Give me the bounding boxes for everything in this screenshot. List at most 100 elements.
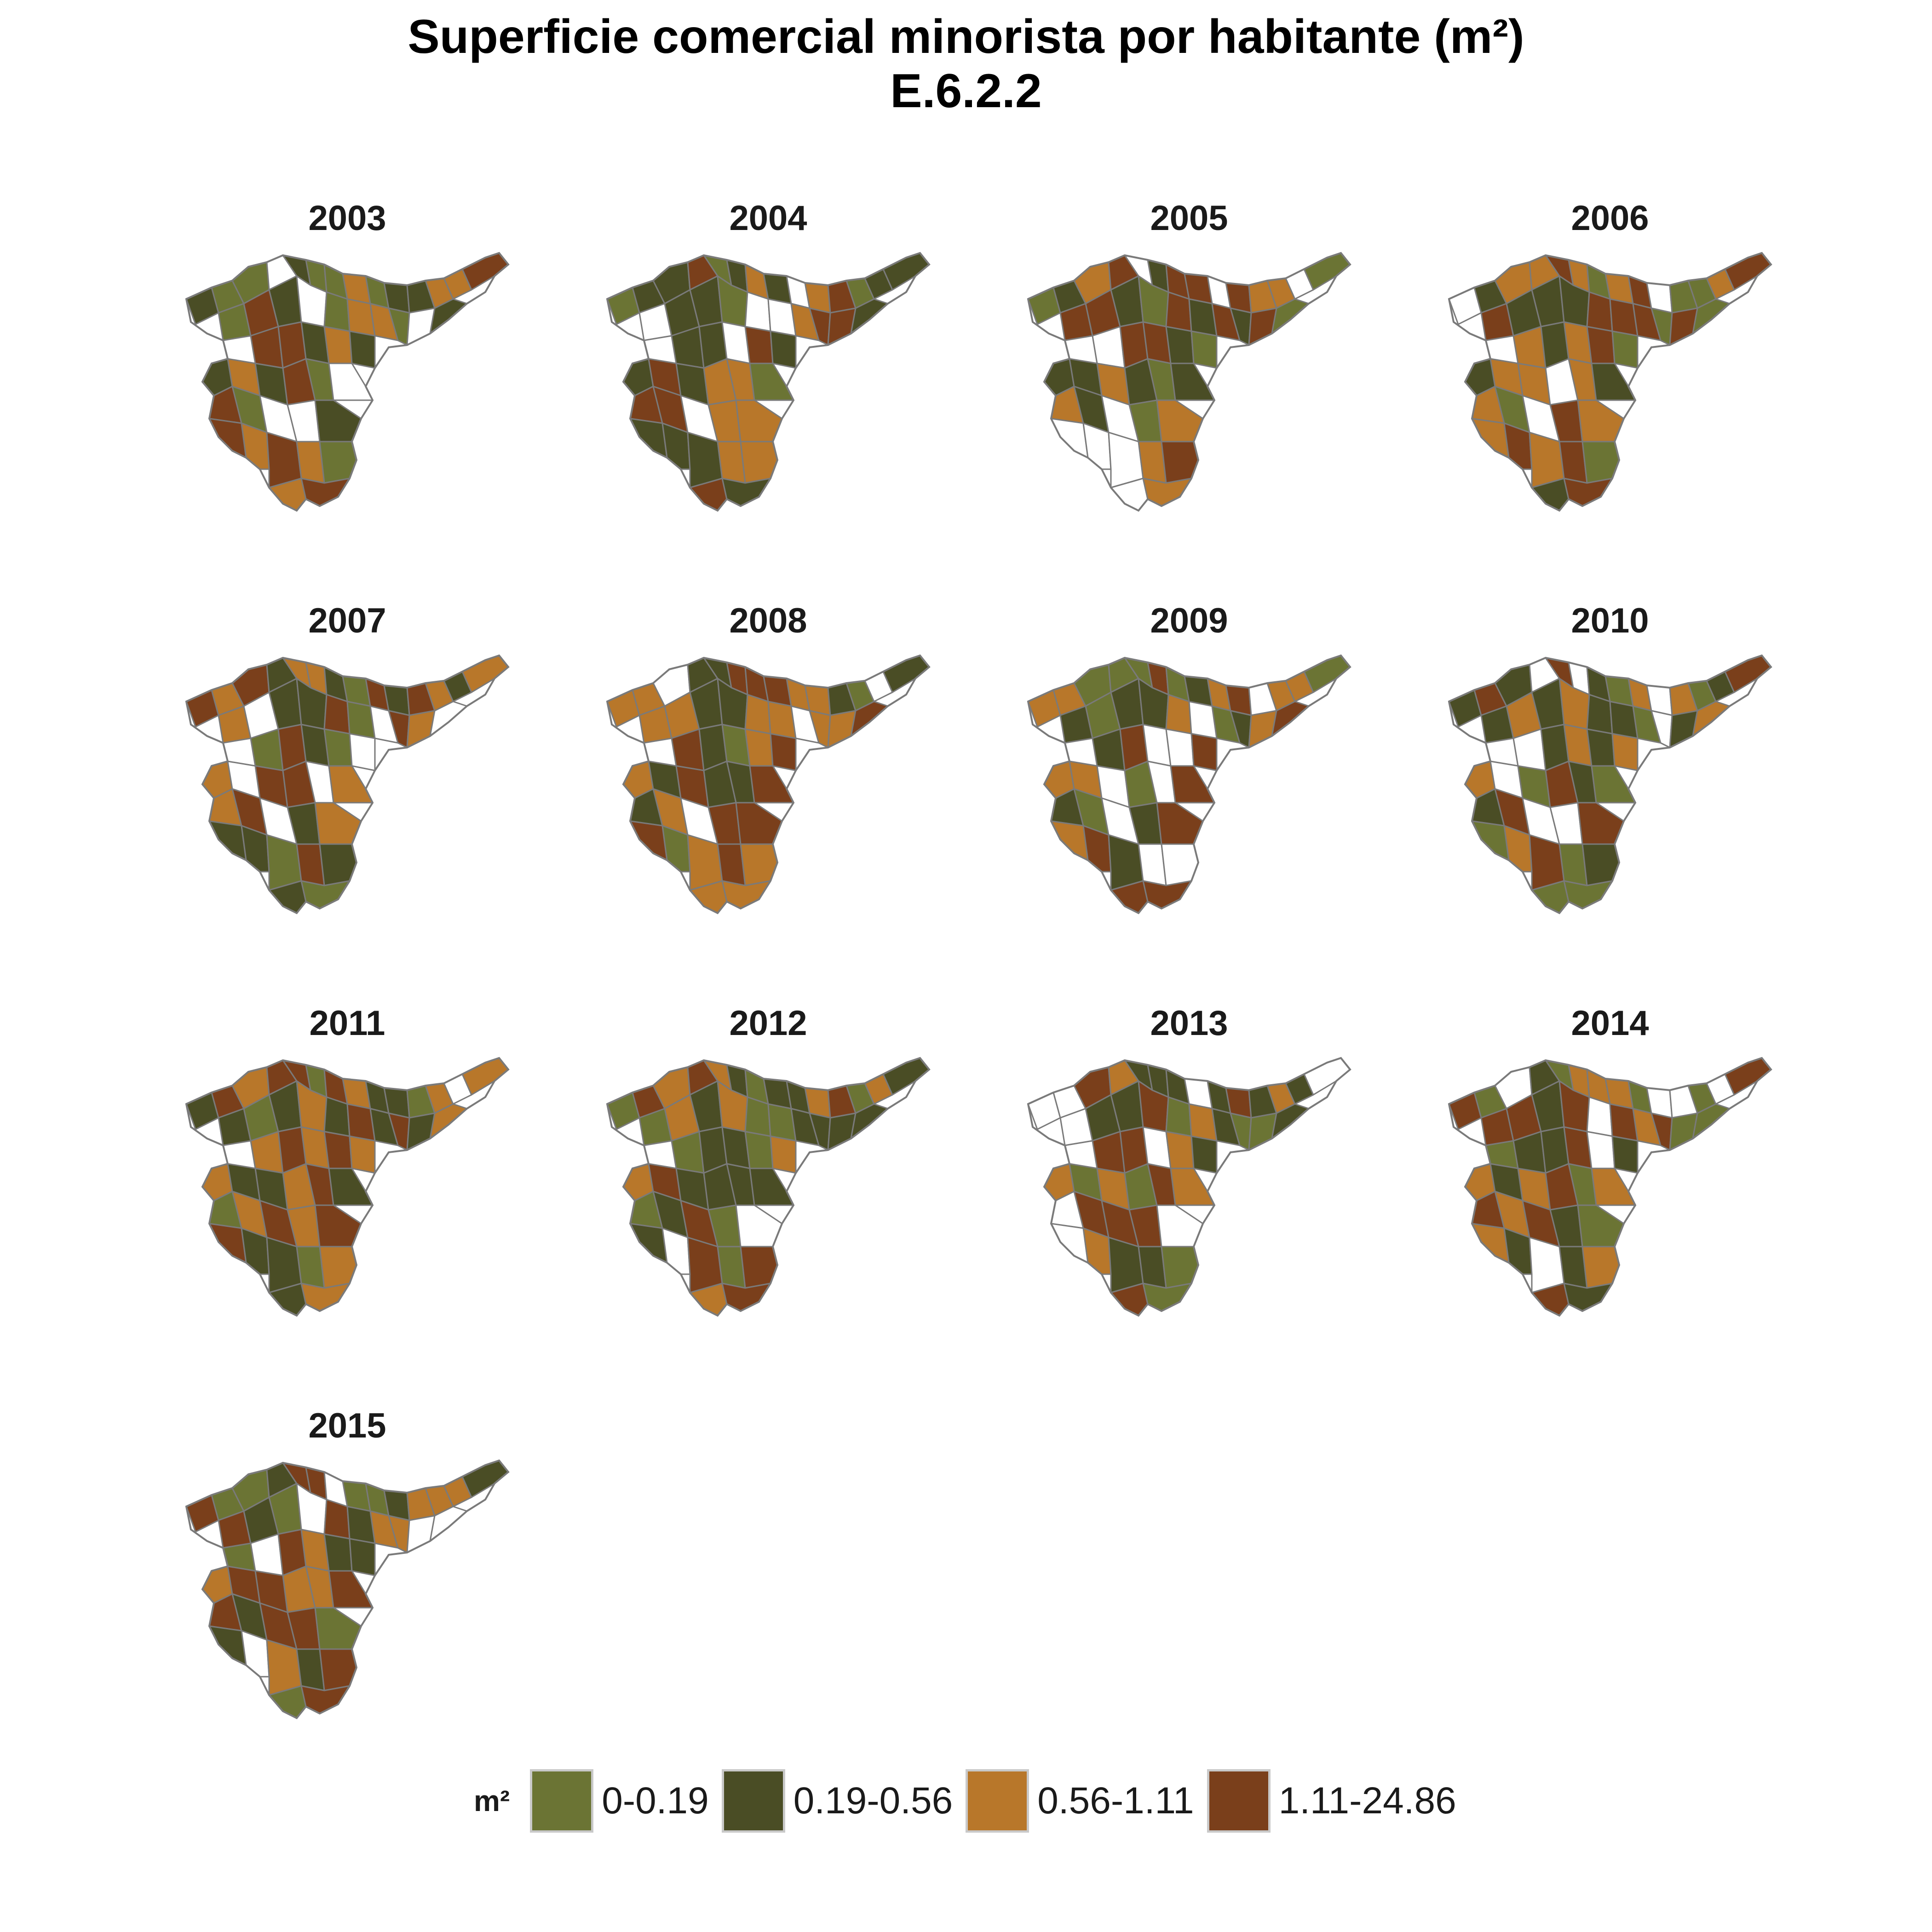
municipality-region <box>721 1282 771 1312</box>
municipality-region <box>1586 291 1613 332</box>
choropleth-map <box>1448 654 1772 914</box>
municipality-region <box>629 418 668 459</box>
municipality-region <box>1142 1282 1192 1312</box>
municipality-region <box>1591 362 1636 401</box>
municipality-region <box>1190 1135 1218 1174</box>
municipality-region <box>721 880 771 909</box>
panel-year-label: 2005 <box>1150 199 1228 238</box>
municipality-region <box>1471 418 1510 459</box>
municipality-region <box>241 825 270 873</box>
province-outline <box>606 252 931 512</box>
choropleth-map <box>606 654 931 914</box>
legend-item: 0-0.19 <box>530 1769 709 1833</box>
municipality-region <box>406 1112 436 1151</box>
municipality-region <box>300 477 351 507</box>
municipality-region <box>1503 422 1533 470</box>
municipality-region <box>241 422 270 470</box>
map-panel-2006: 2006 <box>1403 198 1817 529</box>
map-panel-2013: 2013 <box>982 1003 1396 1334</box>
map-panel-2009: 2009 <box>982 600 1396 932</box>
map-panel-2004: 2004 <box>561 198 975 529</box>
map-title: Superficie comercial minorista por habit… <box>408 10 1524 63</box>
municipality-region <box>323 1096 351 1137</box>
municipality-region <box>349 330 376 369</box>
legend-label: 0.19-0.56 <box>793 1780 953 1822</box>
municipality-region <box>770 733 797 771</box>
municipality-region <box>661 422 691 470</box>
map-panel-2014: 2014 <box>1403 1003 1817 1334</box>
municipality-region <box>1591 1167 1636 1206</box>
municipality-region <box>1611 330 1639 369</box>
municipality-region <box>744 326 774 364</box>
municipality-region <box>1050 418 1089 459</box>
municipality-region <box>241 1630 270 1678</box>
municipality-region <box>300 880 351 909</box>
municipality-region <box>323 694 351 735</box>
municipality-region <box>300 1282 351 1312</box>
municipality-region <box>1248 710 1277 748</box>
municipality-region <box>1050 1223 1089 1264</box>
province-outline <box>185 1057 510 1317</box>
municipality-region <box>241 1227 270 1275</box>
municipality-region <box>629 820 668 861</box>
municipality-region <box>328 1167 374 1206</box>
municipality-region <box>744 1131 774 1169</box>
municipality-region <box>1165 1131 1195 1169</box>
municipality-region <box>300 1685 351 1714</box>
municipality-region <box>1586 1131 1616 1169</box>
choropleth-map <box>1027 1057 1351 1317</box>
panel-year-label: 2006 <box>1571 199 1649 238</box>
municipality-region <box>406 710 436 748</box>
choropleth-map <box>606 1057 931 1317</box>
map-panel-2011: 2011 <box>140 1003 554 1334</box>
municipality-region <box>1165 291 1192 332</box>
municipality-region <box>406 1515 436 1553</box>
province-outline <box>1448 654 1772 914</box>
municipality-region <box>1165 728 1195 767</box>
municipality-region <box>1669 1112 1698 1151</box>
panel-year-label: 2014 <box>1571 1004 1649 1043</box>
legend-swatch <box>721 1769 785 1833</box>
municipality-region <box>770 1135 797 1174</box>
panel-year-label: 2004 <box>729 199 807 238</box>
municipality-region <box>749 765 794 804</box>
choropleth-map <box>185 1057 510 1317</box>
municipality-region <box>1170 1167 1215 1206</box>
municipality-region <box>328 362 374 401</box>
province-outline <box>606 654 931 914</box>
province-outline <box>606 1057 931 1317</box>
municipality-region <box>1190 330 1218 369</box>
municipality-region <box>208 1625 247 1666</box>
legend-swatch <box>966 1769 1029 1833</box>
municipality-region <box>661 825 691 873</box>
municipality-region <box>323 291 351 332</box>
legend-label: 1.11-24.86 <box>1278 1780 1456 1822</box>
municipality-region <box>1050 820 1089 861</box>
municipality-region <box>749 1167 794 1206</box>
legend-title: m² <box>474 1784 510 1817</box>
panel-year-label: 2007 <box>308 601 386 640</box>
municipality-region <box>827 710 857 748</box>
municipality-region <box>323 1499 351 1540</box>
municipality-region <box>1471 1223 1510 1264</box>
choropleth-map <box>606 252 931 512</box>
municipality-region <box>323 1533 353 1572</box>
municipality-region <box>323 1131 353 1169</box>
legend-label: 0.56-1.11 <box>1037 1780 1194 1822</box>
municipality-region <box>744 1096 771 1137</box>
municipality-region <box>1503 825 1533 873</box>
municipality-region <box>1170 362 1215 401</box>
municipality-region <box>1082 422 1112 470</box>
municipality-region <box>1586 694 1613 735</box>
province-outline <box>185 1459 510 1719</box>
legend-item: 1.11-24.86 <box>1207 1769 1456 1833</box>
province-outline <box>1027 252 1351 512</box>
municipality-region <box>629 1223 668 1264</box>
choropleth-map <box>1027 252 1351 512</box>
municipality-region <box>1669 307 1698 346</box>
municipality-region <box>1165 694 1192 735</box>
municipality-region <box>208 418 247 459</box>
panel-year-label: 2010 <box>1571 601 1649 640</box>
legend-swatch <box>530 1769 594 1833</box>
municipality-region <box>1563 477 1613 507</box>
